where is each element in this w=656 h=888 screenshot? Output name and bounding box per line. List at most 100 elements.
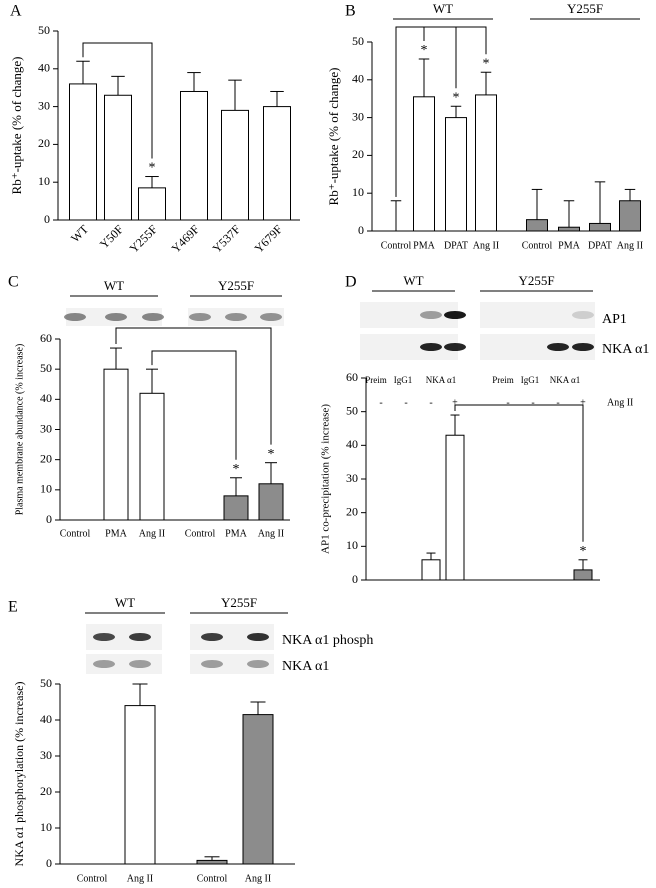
x-tick-label: Ang II [473,240,499,251]
y-tick-label: 10 [352,185,364,199]
group-label: WT [104,278,124,293]
bar [475,94,497,232]
lane-label: Preim [365,375,387,385]
bar [221,109,249,221]
y-tick-label: 30 [40,748,52,762]
comparison-bracket [454,404,584,542]
x-tick-label: Y537F [210,222,244,256]
y-tick-label: 10 [346,538,358,552]
x-tick-label: - [429,397,432,408]
blot [480,302,595,328]
panel-letter: B [345,3,356,20]
bar [138,187,166,221]
blot-band [201,633,223,641]
x-tick-label: Control [522,240,553,251]
x-tick-label: Control [60,528,91,539]
blot-label: NKA α1 [602,342,649,357]
comparison-bracket [395,26,487,197]
blot [188,308,284,326]
x-tick-label: + [580,397,586,408]
blot-band [247,633,269,641]
y-axis-label: AP1 co-precipitation (% increase) [320,404,332,554]
blot-band [420,343,442,351]
blot-band [105,313,127,321]
x-tick-label: Ang II [139,528,165,539]
bar [526,219,548,232]
blot-band [444,311,466,319]
y-tick-label: 0 [46,856,52,870]
y-tick-label: 10 [38,174,50,188]
x-tick-label: - [404,397,407,408]
y-tick-label: 20 [40,784,52,798]
x-tick-label: + [452,397,458,408]
significance-mark: * [421,43,428,58]
blot-band [547,343,569,351]
bar [104,94,132,221]
lane-label: IgG1 [394,375,413,385]
significance-mark: * [580,544,587,559]
x-tick-label: Y679F [252,222,286,256]
group-label: WT [115,595,135,610]
lane-label: IgG1 [521,375,540,385]
y-tick-label: 0 [46,512,52,526]
blot-band [572,343,594,351]
group-label: Y255F [567,1,603,16]
y-tick-label: 40 [38,61,50,75]
bar [69,83,97,221]
bar [589,222,611,232]
bar [124,705,156,865]
lane-label: NKA α1 [550,375,580,385]
blot [66,308,162,326]
blot-band [420,311,442,319]
x-tick-label: Ang II [127,873,153,884]
y-tick-label: 60 [40,331,52,345]
y-tick-label: 50 [40,676,52,690]
y-tick-label: 30 [40,421,52,435]
y-tick-label: 20 [40,451,52,465]
bar [558,226,580,232]
comparison-bracket [151,350,237,460]
x-tick-label: - [531,397,534,408]
y-axis-label: Rb⁺-uptake (% of change) [9,57,24,195]
x-tick-label: Ang II [617,240,643,251]
blot-label: AP1 [602,312,627,327]
bar [139,392,165,521]
x-tick-label: Control [185,528,216,539]
x-tick-label: Control [77,873,108,884]
x-tick-label: PMA [413,240,435,251]
y-tick-label: 50 [40,361,52,375]
blot-band [93,660,115,668]
bar [413,96,435,232]
x-tick-label: PMA [225,528,247,539]
bar [445,117,467,232]
bar [573,569,593,581]
y-tick-label: 60 [346,370,358,384]
comparison-bracket [82,42,153,159]
bar [223,495,249,521]
significance-mark: * [149,161,156,176]
y-tick-label: 40 [352,72,364,86]
blot-label: NKA α1 [282,659,329,674]
x-tick-label: Control [381,240,412,251]
x-tick-label: - [506,397,509,408]
bar [619,200,641,232]
x-tick-label: DPAT [588,240,612,251]
blot-band [93,633,115,641]
blot-band [260,313,282,321]
group-label: Y255F [218,278,254,293]
panel-letter: E [8,599,18,616]
panel-letter: C [8,274,19,291]
y-tick-label: 20 [352,147,364,161]
panel-letter: A [10,3,22,20]
bar [263,106,291,221]
x-tick-label: Ang II [258,528,284,539]
comparison-bracket [115,327,272,445]
blot-label: NKA α1 phosph [282,633,373,648]
x-tick-label: Y469F [169,222,203,256]
bar [258,483,284,521]
lane-label: Preim [492,375,514,385]
bar [103,368,129,521]
y-tick-label: 50 [38,23,50,37]
x-tick-label: DPAT [444,240,468,251]
bar [196,859,228,865]
